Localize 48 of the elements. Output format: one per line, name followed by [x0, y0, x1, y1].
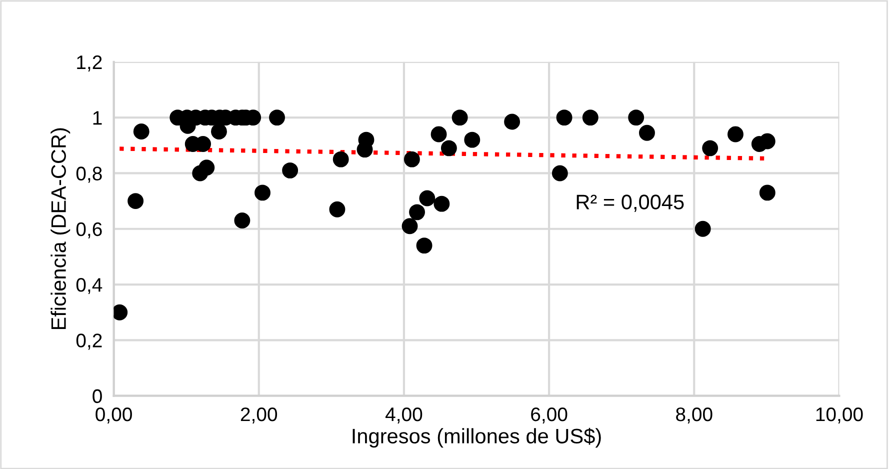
point	[356, 142, 373, 158]
point	[211, 124, 227, 140]
point	[419, 190, 436, 206]
point	[556, 110, 572, 126]
point	[694, 220, 711, 237]
point	[430, 126, 447, 142]
y-tick-label: 0	[92, 389, 102, 404]
point	[552, 165, 568, 182]
point	[440, 140, 457, 156]
y-tick-label: 0,6	[76, 222, 102, 238]
point	[416, 238, 432, 254]
point	[409, 204, 425, 220]
point	[639, 124, 655, 141]
point	[728, 126, 744, 142]
point	[702, 140, 718, 156]
x-tick-label: 4,00	[385, 407, 422, 424]
point	[269, 110, 285, 126]
point	[332, 151, 349, 168]
x-tick-label: 0,00	[96, 407, 132, 424]
point	[192, 165, 208, 182]
y-tick-label: 0,2	[76, 334, 102, 350]
x-axis-title: Ingresos (millones de US$)	[352, 428, 601, 448]
point	[582, 110, 598, 126]
point	[133, 124, 150, 140]
x-tick-label: 2,00	[240, 407, 278, 424]
point	[234, 212, 250, 228]
point	[504, 114, 520, 130]
y-tick-label: 1	[93, 111, 102, 125]
point	[464, 132, 480, 148]
y-axis-title: Eficiencia (DEA-CCR)	[50, 128, 70, 330]
point	[628, 110, 644, 126]
point	[254, 184, 270, 201]
point	[402, 218, 418, 234]
x-tick-label: 10,00	[816, 407, 863, 424]
y-tick-label: 0,4	[76, 278, 102, 294]
x-tick-label: 8,00	[676, 407, 712, 424]
point	[404, 151, 420, 168]
x-tick-label: 6,00	[531, 407, 568, 424]
point	[329, 201, 346, 218]
point	[434, 196, 450, 212]
y-tick-label: 0,8	[76, 166, 102, 183]
point	[282, 162, 298, 178]
y-tick-label: 1,2	[77, 55, 102, 72]
point	[128, 193, 144, 210]
point	[759, 184, 776, 201]
annotation: R² = 0,0045	[576, 194, 684, 212]
point	[452, 110, 468, 126]
point	[759, 133, 776, 150]
